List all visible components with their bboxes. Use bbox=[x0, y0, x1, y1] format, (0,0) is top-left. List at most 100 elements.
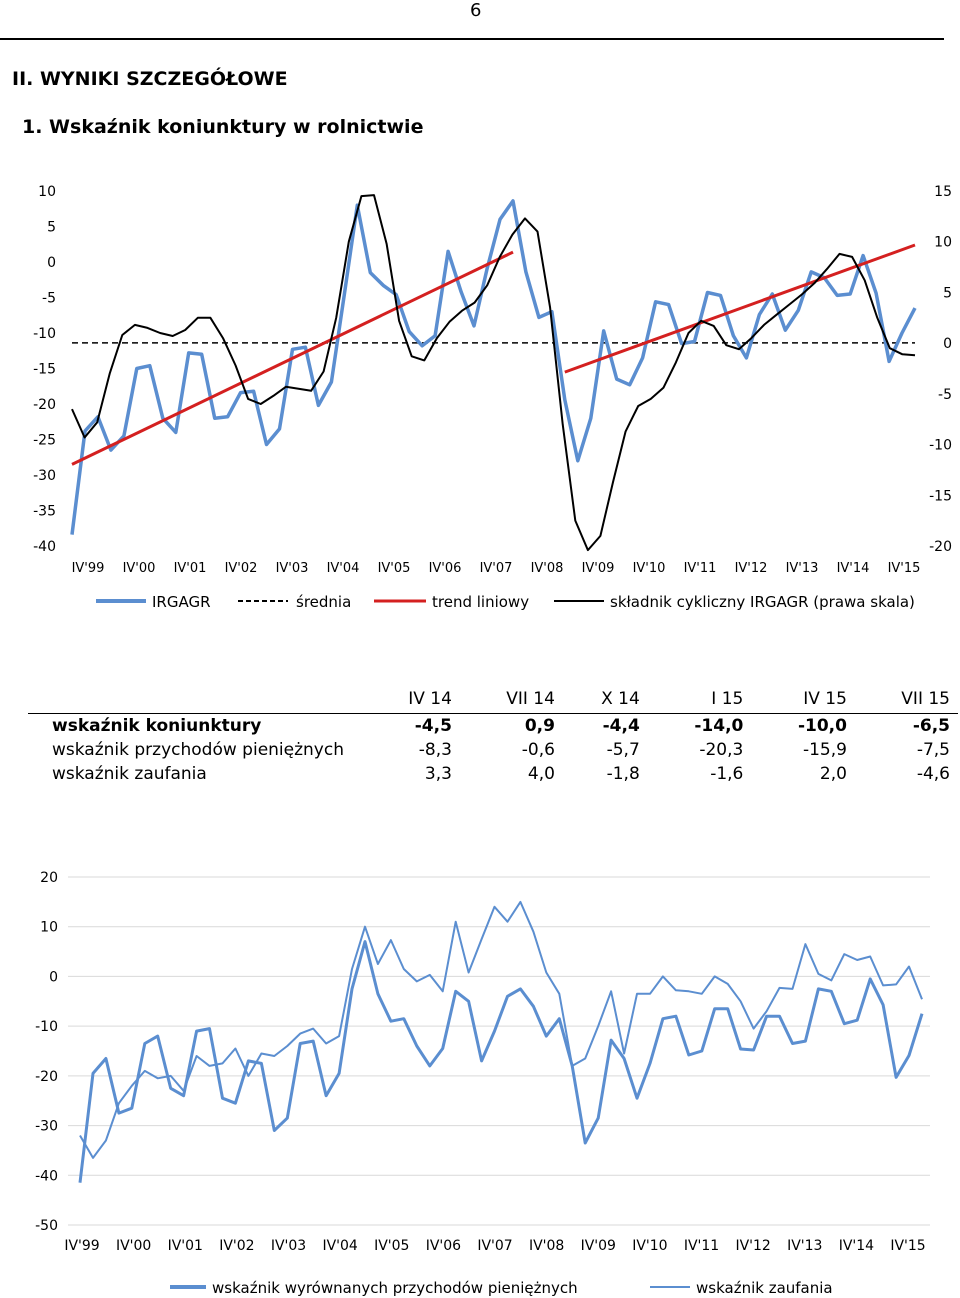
table-corner bbox=[28, 686, 366, 714]
x-axis-tick-label: IV'14 bbox=[837, 561, 870, 576]
x-axis-tick-label: IV'15 bbox=[888, 561, 921, 576]
y-axis-tick-label: 20 bbox=[40, 870, 58, 886]
legend-label: wskaźnik wyrównanych przychodów pieniężn… bbox=[212, 1279, 578, 1297]
table-cell: 3,3 bbox=[424, 764, 452, 784]
table-header-cell: IV 15 bbox=[751, 686, 855, 714]
table-header-cell: I 15 bbox=[647, 686, 752, 714]
y-axis-right-tick-label: 5 bbox=[943, 285, 952, 301]
x-axis-tick-label: IV'07 bbox=[480, 561, 513, 576]
cyclical-component-line bbox=[71, 194, 916, 552]
x-axis-tick-label: IV'11 bbox=[684, 1238, 719, 1254]
x-axis-tick-label: IV'09 bbox=[582, 561, 615, 576]
y-axis-right-tick-label: 15 bbox=[934, 184, 952, 200]
x-axis-tick-label: IV'03 bbox=[271, 1238, 306, 1254]
x-axis-tick-label: IV'99 bbox=[72, 561, 105, 576]
x-axis-tick-label: IV'00 bbox=[116, 1238, 151, 1254]
table-cell: -15,9 bbox=[802, 740, 847, 760]
table-row-label: wskaźnik przychodów pieniężnych bbox=[52, 740, 344, 760]
y-axis-left-tick-label: -40 bbox=[33, 539, 56, 555]
x-axis-tick-label: IV'13 bbox=[787, 1238, 822, 1254]
x-axis-tick-label: IV'04 bbox=[327, 561, 360, 576]
x-axis-tick-label: IV'02 bbox=[219, 1238, 254, 1254]
x-axis-tick-label: IV'99 bbox=[64, 1238, 99, 1254]
x-axis-tick-label: IV'15 bbox=[890, 1238, 925, 1254]
y-axis-right-tick-label: -15 bbox=[929, 488, 952, 504]
table-header-row: IV 14 VII 14 X 14 I 15 IV 15 VII 15 bbox=[28, 686, 958, 714]
x-axis-tick-label: IV'05 bbox=[378, 561, 411, 576]
table-header-cell: X 14 bbox=[562, 686, 648, 714]
table-row-label: wskaźnik zaufania bbox=[52, 764, 207, 784]
y-axis-left-tick-label: -25 bbox=[33, 433, 56, 449]
y-axis-left-tick-label: -30 bbox=[33, 468, 56, 484]
table-cell: -7,5 bbox=[916, 740, 950, 760]
table-cell: -4,5 bbox=[414, 716, 452, 736]
y-axis-right-tick-label: 10 bbox=[934, 235, 952, 251]
header-rule bbox=[0, 38, 944, 40]
table-header-cell: IV 14 bbox=[366, 686, 460, 714]
cash-income-index-line bbox=[78, 940, 924, 1183]
table-row-label: wskaźnik koniunktury bbox=[52, 716, 262, 736]
x-axis-tick-label: IV'12 bbox=[735, 1238, 770, 1254]
y-axis-left-tick-label: 0 bbox=[47, 255, 56, 271]
legend-label: składnik cykliczny IRGAGR (prawa skala) bbox=[610, 593, 915, 611]
table-cell: -0,6 bbox=[521, 740, 555, 760]
table-cell: 0,9 bbox=[524, 716, 555, 736]
table-header-cell: VII 15 bbox=[854, 686, 958, 714]
y-axis-left-tick-label: -35 bbox=[33, 504, 56, 520]
trend-line-1999-2008 bbox=[71, 250, 514, 466]
subsection-title: 1. Wskaźnik koniunktury w rolnictwie bbox=[22, 116, 424, 138]
x-axis-tick-label: IV'03 bbox=[276, 561, 309, 576]
table-cell: -1,6 bbox=[710, 764, 744, 784]
y-axis-left-tick-label: -15 bbox=[33, 362, 56, 378]
x-axis-tick-label: IV'06 bbox=[426, 1238, 461, 1254]
x-axis-tick-label: IV'09 bbox=[581, 1238, 616, 1254]
x-axis-tick-label: IV'05 bbox=[374, 1238, 409, 1254]
y-axis-tick-label: -50 bbox=[35, 1218, 58, 1234]
x-axis-tick-label: IV'01 bbox=[174, 561, 207, 576]
y-axis-tick-label: -40 bbox=[35, 1168, 58, 1184]
table-cell: -14,0 bbox=[694, 716, 744, 736]
legend-label: wskaźnik zaufania bbox=[696, 1279, 833, 1297]
confidence-index-line bbox=[79, 900, 923, 1159]
table-cell: -8,3 bbox=[418, 740, 452, 760]
y-axis-left-tick-label: -20 bbox=[33, 397, 56, 413]
y-axis-right-tick-label: 0 bbox=[943, 336, 952, 352]
table-row: wskaźnik koniunktury -4,5 0,9 -4,4 -14,0… bbox=[28, 714, 958, 739]
y-axis-right-tick-label: -10 bbox=[929, 438, 952, 454]
table-cell: -5,7 bbox=[606, 740, 640, 760]
y-axis-tick-label: -10 bbox=[35, 1019, 58, 1035]
y-axis-right-tick-label: -20 bbox=[929, 539, 952, 555]
y-axis-tick-label: 10 bbox=[40, 920, 58, 936]
irgagr-series-line bbox=[70, 199, 917, 535]
irgagr-chart: 10 5 0 -5 -10 -15 -20 -25 -30 -35 -40 15 10 5 0 -5 -10 -1… bbox=[33, 184, 952, 611]
table-cell: -10,0 bbox=[797, 716, 847, 736]
x-axis-tick-label: IV'01 bbox=[168, 1238, 203, 1254]
x-axis-tick-label: IV'10 bbox=[633, 561, 666, 576]
table-row: wskaźnik zaufania 3,3 4,0 -1,8 -1,6 2,0 … bbox=[28, 762, 958, 786]
table-cell: 2,0 bbox=[819, 764, 847, 784]
x-axis-tick-label: IV'14 bbox=[839, 1238, 874, 1254]
x-axis-tick-label: IV'00 bbox=[123, 561, 156, 576]
y-axis-left-tick-label: 10 bbox=[38, 184, 56, 200]
section-title: II. WYNIKI SZCZEGÓŁOWE bbox=[12, 68, 288, 90]
y-axis-left-tick-label: -10 bbox=[33, 326, 56, 342]
table-cell: -4,4 bbox=[602, 716, 640, 736]
table-cell: -20,3 bbox=[699, 740, 744, 760]
x-axis-tick-label: IV'08 bbox=[531, 561, 564, 576]
legend-label: trend liniowy bbox=[432, 593, 529, 611]
x-axis-tick-label: IV'10 bbox=[632, 1238, 667, 1254]
y-axis-tick-label: -20 bbox=[35, 1069, 58, 1085]
page-number: 6 bbox=[470, 0, 482, 21]
table-cell: -1,8 bbox=[606, 764, 640, 784]
y-axis-tick-label: -30 bbox=[35, 1119, 58, 1135]
x-axis-tick-label: IV'07 bbox=[477, 1238, 512, 1254]
y-axis-left-tick-label: 5 bbox=[47, 220, 56, 236]
table-row: wskaźnik przychodów pieniężnych -8,3 -0,… bbox=[28, 738, 958, 762]
legend-label: IRGAGR bbox=[152, 593, 211, 611]
y-axis-tick-label: 0 bbox=[49, 969, 58, 985]
table-cell: -6,5 bbox=[912, 716, 950, 736]
y-axis-left-tick-label: -5 bbox=[42, 291, 56, 307]
y-axis-right-tick-label: -5 bbox=[938, 387, 952, 403]
x-axis-tick-label: IV'04 bbox=[322, 1238, 357, 1254]
